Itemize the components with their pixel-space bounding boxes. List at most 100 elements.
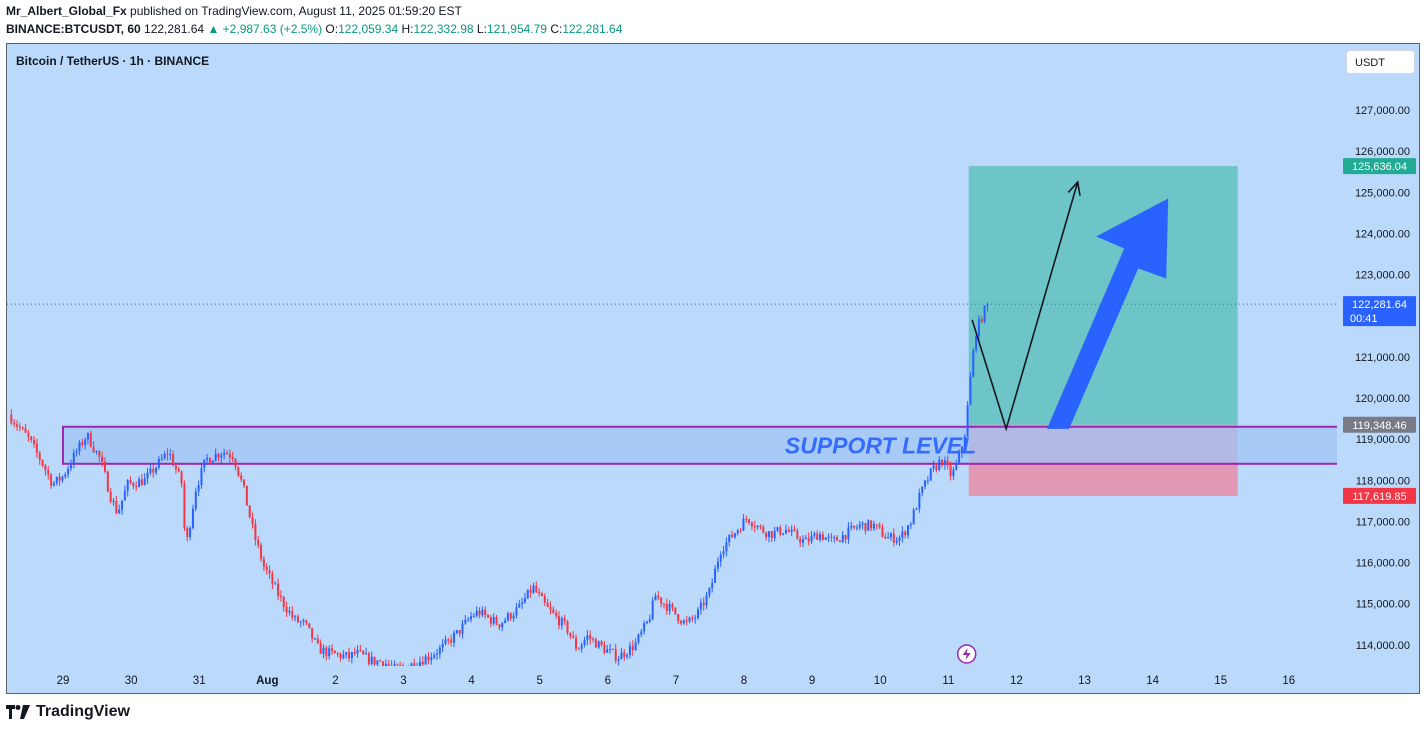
candle-body (101, 456, 104, 462)
candle-body (872, 524, 875, 529)
x-tick-label: 9 (809, 675, 815, 687)
currency-button[interactable]: USDT (1346, 50, 1415, 74)
author-name[interactable]: Mr_Albert_Global_Fx (6, 4, 127, 18)
publish-text: published on TradingView.com, August 11,… (130, 4, 462, 18)
candle-body (52, 483, 55, 486)
candle-body (285, 606, 288, 613)
candle-body (540, 593, 543, 597)
candle-body (489, 616, 492, 624)
candle-body (41, 460, 44, 466)
candle-body (123, 490, 126, 501)
candle-body (472, 615, 475, 617)
candle-body (433, 654, 436, 658)
x-tick-label: 8 (741, 675, 747, 687)
candle-body (557, 616, 560, 626)
candle-body (787, 530, 790, 532)
candle-body (804, 537, 807, 540)
candle-body (302, 620, 305, 622)
x-tick-label: 2 (332, 675, 338, 687)
y-tick-label: 125,000.00 (1355, 187, 1410, 199)
candle-body (521, 602, 524, 604)
candle-body (546, 602, 549, 607)
candle-body (858, 524, 861, 528)
high-label: H: (401, 22, 414, 36)
candle-body (722, 551, 725, 555)
candle-body (560, 618, 563, 626)
candle-body (671, 604, 674, 608)
open-label: O: (325, 22, 339, 36)
low-label: L: (476, 22, 487, 36)
candle-body (952, 469, 955, 477)
candle-body (461, 623, 464, 634)
candle-body (69, 464, 72, 469)
candle-body (870, 520, 873, 529)
candle-body (838, 540, 841, 542)
candle-body (484, 609, 487, 615)
candle-body (603, 645, 606, 653)
candle-body (549, 606, 552, 610)
candle-body (889, 533, 892, 538)
candle-body (467, 619, 470, 621)
candle-body (251, 517, 254, 525)
chart-frame[interactable]: SUPPORT LEVEL 127,000.00 126,000.00 125,000… (6, 43, 1420, 694)
candle-body (282, 597, 285, 607)
candle-body (262, 559, 265, 567)
candle-body (228, 454, 231, 458)
candle-body (95, 451, 98, 453)
candle-body (330, 648, 333, 651)
candle-body (932, 465, 935, 469)
candle-body (977, 318, 980, 336)
candle-body (413, 663, 416, 666)
candle-body (830, 536, 833, 538)
candle-body (458, 630, 461, 634)
candle-body (243, 479, 246, 486)
candle-body (796, 530, 799, 539)
candle-body (149, 468, 152, 473)
candle-body (399, 665, 402, 666)
candle-body (146, 472, 149, 479)
candle-body (966, 405, 969, 437)
candle-body (518, 603, 521, 608)
candle-body (915, 508, 918, 510)
candle-body (895, 540, 898, 543)
candle-body (47, 470, 50, 475)
candle-body (901, 531, 904, 538)
candle-body (810, 535, 813, 542)
y-tick-label: 124,000.00 (1355, 228, 1410, 240)
candle-body (492, 617, 495, 624)
chart-canvas[interactable]: SUPPORT LEVEL 127,000.00 126,000.00 125,000… (7, 44, 1420, 694)
candle-body (714, 568, 717, 583)
candle-body (103, 461, 106, 472)
candle-body (435, 653, 438, 655)
candle-body (421, 661, 424, 665)
candle-body (921, 486, 924, 493)
candle-body (410, 663, 413, 666)
candle-body (969, 376, 972, 406)
candle-body (691, 617, 694, 619)
candle-body (132, 482, 135, 486)
candle-body (316, 638, 319, 644)
candle-body (16, 424, 19, 427)
candle-body (719, 554, 722, 562)
candle-body (313, 638, 316, 640)
y-tick-label: 117,000.00 (1356, 516, 1410, 528)
candle-body (762, 526, 765, 533)
candle-body (523, 598, 526, 603)
candle-body (21, 427, 24, 429)
candle-body (543, 596, 546, 603)
candle-body (824, 537, 827, 540)
candle-body (163, 453, 166, 459)
close-label: C: (550, 22, 563, 36)
candle-body (875, 524, 878, 526)
candle-body (631, 645, 634, 651)
candle-body (569, 632, 572, 636)
candle-body (592, 639, 595, 641)
candle-body (268, 570, 271, 574)
candle-body (813, 533, 816, 536)
chart-title: Bitcoin / TetherUS · 1h · BINANCE (16, 54, 210, 68)
candle-body (373, 656, 376, 665)
projection-arrowhead-icon (1067, 180, 1081, 196)
x-tick-label: Aug (256, 675, 278, 687)
candle-body (356, 649, 359, 654)
candle-body (118, 509, 121, 514)
